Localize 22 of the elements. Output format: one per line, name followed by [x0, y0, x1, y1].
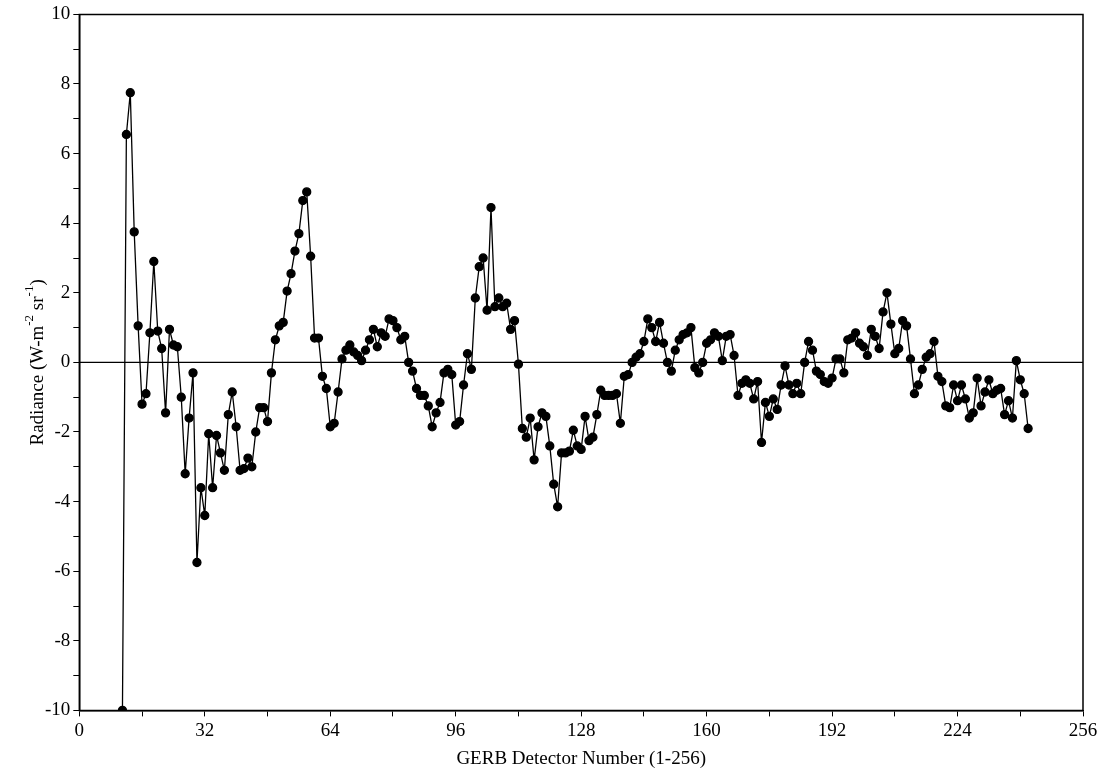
y-tick-label: -6 [54, 559, 71, 581]
y-tick-label: 0 [60, 350, 71, 372]
y-tick-label: -4 [54, 489, 71, 511]
y-tick-label: -10 [45, 698, 71, 720]
x-axis-title: GERB Detector Number (1-256) [456, 746, 706, 769]
y-tick-label: -2 [54, 419, 71, 441]
y-tick-label: 10 [51, 2, 71, 24]
x-tick-label: 192 [817, 718, 847, 740]
y-tick-label: 2 [60, 280, 71, 302]
y-tick-label: 4 [60, 211, 71, 233]
y-axis-title: Radiance (W-m-2 sr-1) [21, 279, 48, 446]
x-tick-label: 128 [566, 718, 596, 740]
x-tick-label: 160 [692, 718, 721, 740]
x-tick-label: 32 [195, 718, 215, 740]
x-tick-label: 96 [446, 718, 466, 740]
x-tick-label: 256 [1068, 718, 1098, 740]
y-tick-label: -8 [54, 628, 71, 650]
x-tick-label: 0 [74, 718, 85, 740]
y-tick-label: 8 [60, 71, 71, 93]
x-tick-label: 64 [320, 718, 341, 740]
x-tick-label: 224 [943, 718, 973, 740]
y-tick-label: 6 [60, 141, 71, 163]
